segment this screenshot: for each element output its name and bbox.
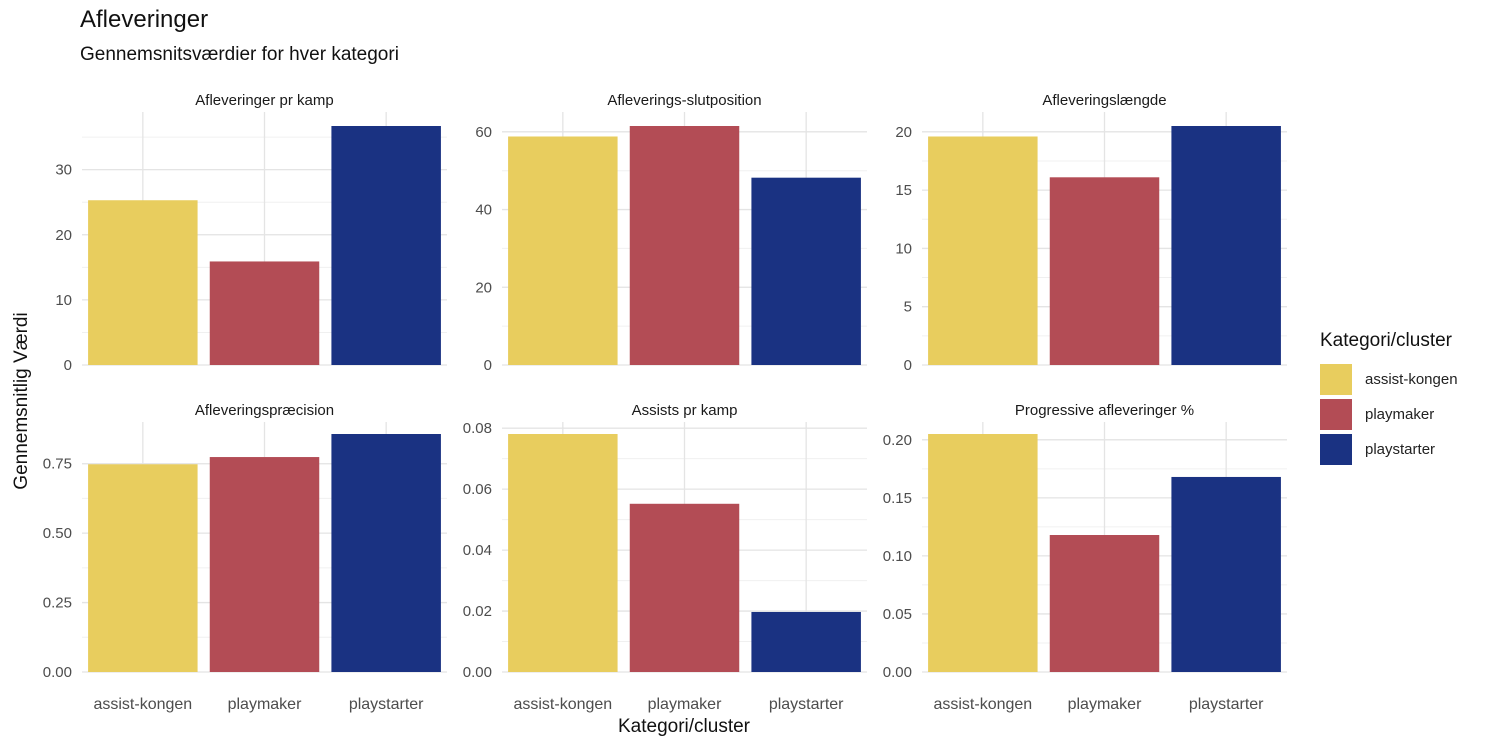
y-tick-label: 0.00 [463, 664, 492, 681]
y-tick-label: 0 [904, 357, 912, 374]
legend-item-playstarter: playstarter [1320, 432, 1458, 467]
bar-playstarter [1171, 126, 1281, 365]
y-tick-label: 0.15 [883, 490, 912, 507]
x-tick-label: playmaker [1068, 696, 1142, 713]
y-tick-label: 10 [895, 240, 912, 257]
legend-item-assist-kongen: assist-kongen [1320, 362, 1458, 397]
chart-title: Afleveringer [80, 6, 209, 33]
panel-title: Assists pr kamp [632, 402, 738, 419]
legend-item-playmaker: playmaker [1320, 397, 1458, 432]
x-tick-label: assist-kongen [933, 696, 1032, 713]
legend-label: assist-kongen [1365, 371, 1458, 388]
y-tick-label: 0 [484, 357, 492, 374]
panel-title: Afleverings-slutposition [607, 92, 761, 109]
y-tick-label: 0 [64, 357, 72, 374]
y-tick-label: 60 [475, 124, 492, 141]
y-tick-label: 0.50 [43, 525, 72, 542]
bar-playmaker [1049, 535, 1160, 672]
y-tick-label: 30 [55, 162, 72, 179]
x-tick-label: playstarter [769, 696, 844, 713]
bar-playmaker [1049, 177, 1160, 365]
bar-assist-kongen [88, 200, 198, 365]
bar-assist-kongen [508, 434, 618, 672]
y-tick-label: 0.05 [883, 606, 912, 623]
legend: Kategori/cluster assist-kongen playmaker… [1320, 330, 1458, 467]
legend-label: playstarter [1365, 441, 1436, 458]
bar-playstarter [331, 126, 441, 365]
bar-assist-kongen [88, 464, 198, 672]
y-tick-label: 0.75 [43, 456, 72, 473]
bar-playmaker [209, 457, 320, 672]
bar-assist-kongen [928, 434, 1038, 672]
y-tick-label: 0.25 [43, 595, 72, 612]
legend-swatch [1320, 364, 1352, 395]
y-tick-label: 0.00 [883, 664, 912, 681]
y-tick-label: 10 [55, 292, 72, 309]
y-tick-label: 20 [475, 279, 492, 296]
bar-playmaker [629, 126, 740, 365]
y-tick-label: 0.08 [463, 420, 492, 437]
bar-assist-kongen [928, 136, 1038, 365]
x-tick-label: assist-kongen [93, 696, 192, 713]
x-tick-label: playmaker [228, 696, 302, 713]
x-axis-label: Kategori/cluster [617, 716, 751, 737]
x-tick-label: playstarter [349, 696, 424, 713]
x-tick-label: assist-kongen [513, 696, 612, 713]
panel-title: Afleveringslængde [1042, 92, 1166, 109]
bar-assist-kongen [508, 136, 618, 365]
y-axis-label: Gennemsnitlig Værdi [11, 312, 32, 490]
legend-swatch [1320, 434, 1352, 465]
legend-label: playmaker [1365, 406, 1435, 423]
y-tick-label: 15 [895, 182, 912, 199]
y-tick-label: 0.02 [463, 603, 492, 620]
panel-title: Progressive afleveringer % [1015, 402, 1194, 419]
y-tick-label: 40 [475, 202, 492, 219]
bar-playmaker [629, 503, 740, 672]
legend-swatch [1320, 399, 1352, 430]
y-tick-label: 20 [895, 124, 912, 141]
bar-playstarter [1171, 476, 1281, 672]
panel-title: Afleveringer pr kamp [195, 92, 333, 109]
x-tick-label: playstarter [1189, 696, 1264, 713]
y-tick-label: 0.06 [463, 481, 492, 498]
y-tick-label: 0.00 [43, 664, 72, 681]
y-tick-label: 0.04 [463, 542, 492, 559]
bar-playstarter [331, 434, 441, 672]
bar-playstarter [751, 177, 861, 365]
y-tick-label: 0.20 [883, 432, 912, 449]
bar-playmaker [209, 261, 320, 365]
legend-title: Kategori/cluster [1320, 330, 1453, 351]
x-tick-label: playmaker [648, 696, 722, 713]
y-tick-label: 5 [904, 299, 912, 316]
faceted-bar-chart: 0 10 20 30 Afleveringer pr kamp 0 20 40 60 Afleve… [43, 92, 1287, 713]
panel-title: Afleveringspræcision [195, 402, 334, 419]
y-tick-label: 0.10 [883, 548, 912, 565]
y-tick-label: 20 [55, 227, 72, 244]
bar-playstarter [751, 611, 861, 672]
chart-subtitle: Gennemsnitsværdier for hver kategori [80, 44, 399, 65]
